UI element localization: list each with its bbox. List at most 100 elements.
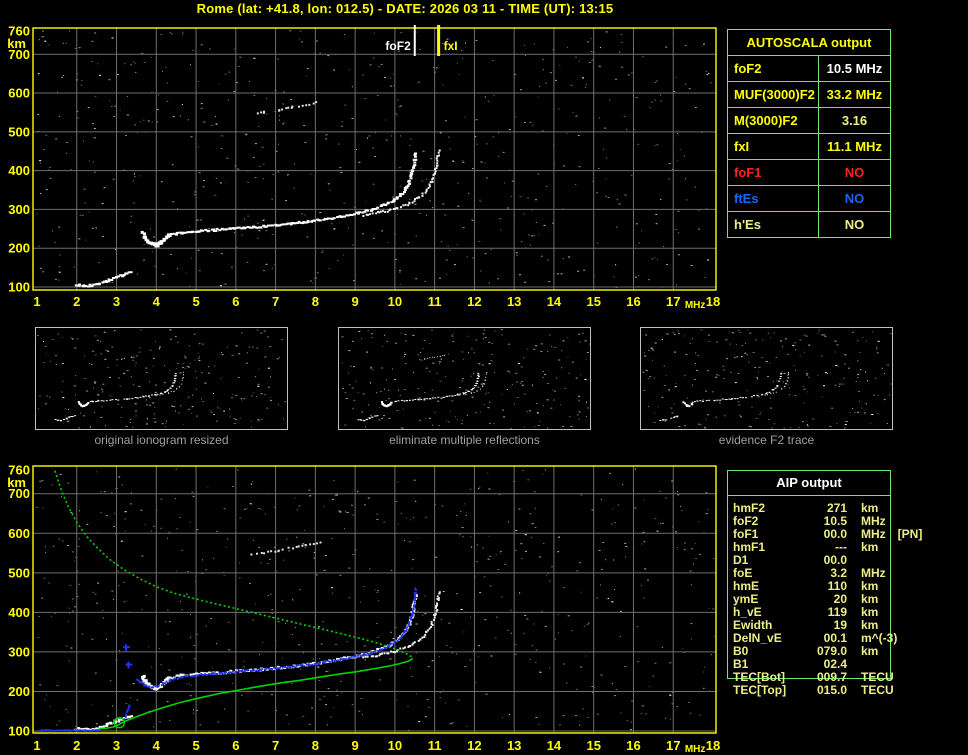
- table-row: foF1 NO: [728, 160, 890, 186]
- row-value: 10.5 MHz: [826, 61, 883, 76]
- svg-text:10: 10: [388, 738, 402, 753]
- aip-lab: foF2: [733, 514, 759, 528]
- aip-lab: h_vE: [733, 605, 762, 619]
- svg-text:500: 500: [8, 565, 30, 580]
- svg-text:100: 100: [8, 723, 30, 738]
- aip-lab: foF1: [733, 527, 759, 541]
- aip-row: foE 3.2 MHz: [727, 567, 891, 580]
- svg-text:11: 11: [428, 738, 442, 753]
- row-label: ftEs: [728, 186, 819, 211]
- aip-unit: TECU: [861, 683, 894, 697]
- aip-row: B1 02.4: [727, 658, 891, 671]
- aip-lab: D1: [733, 553, 749, 567]
- mini-trace: [659, 354, 790, 421]
- svg-text:7: 7: [272, 294, 279, 309]
- restored-trace-blue: [38, 587, 418, 732]
- svg-text:1: 1: [33, 738, 40, 753]
- grid-lines: [33, 28, 716, 290]
- table-row: M(3000)F2 3.16: [728, 108, 890, 134]
- speckle-noise: [36, 468, 715, 731]
- svg-text:3: 3: [113, 738, 120, 753]
- aip-unit: km: [861, 501, 879, 515]
- aip-unit: TECU: [861, 670, 894, 684]
- mini-trace: [357, 354, 488, 422]
- svg-text:8: 8: [312, 738, 319, 753]
- thumb-frame: [338, 327, 591, 430]
- svg-text:15: 15: [586, 294, 600, 309]
- svg-text:16: 16: [626, 294, 640, 309]
- svg-text:13: 13: [507, 294, 521, 309]
- table-row: MUF(3000)F2 33.2 MHz: [728, 82, 890, 108]
- axis-labels: 1 2 3 4 5 6 7 8 9 10 11 12 13 14 15 16 17 18MHz7607006005…: [7, 463, 720, 755]
- svg-text:760: 760: [8, 463, 30, 478]
- aip-unit: m^(-3): [861, 631, 898, 645]
- row-value: NO: [844, 165, 865, 180]
- row-label: foF1: [728, 160, 819, 185]
- speckle-noise: [341, 329, 590, 429]
- svg-text:100: 100: [8, 280, 30, 295]
- row-value: 33.2 MHz: [826, 87, 883, 102]
- svg-text:5: 5: [192, 738, 199, 753]
- svg-text:300: 300: [8, 202, 30, 217]
- svg-text:9: 9: [352, 294, 359, 309]
- aip-val: 00.1: [823, 631, 847, 645]
- svg-text:6: 6: [232, 738, 239, 753]
- row-value: 3.16: [841, 113, 868, 128]
- row-label: M(3000)F2: [728, 108, 819, 133]
- aip-row: TEC[Top] 015.0 TECU: [727, 683, 894, 697]
- aip-unit: MHz: [861, 514, 886, 528]
- aip-val: 079.0: [816, 644, 847, 658]
- aip-unit: MHz: [861, 527, 886, 541]
- thumbnail-caption: evidence F2 trace: [718, 433, 815, 447]
- axis-labels: 1 2 3 4 5 6 7 8 9 10 11 12 13 14 15 16 17 18MHz7607006005…: [7, 24, 720, 312]
- foF2-marker-label: foF2: [385, 39, 411, 53]
- thumbnail-caption: eliminate multiple reflections: [389, 433, 540, 447]
- svg-text:10: 10: [388, 294, 402, 309]
- speckle-noise: [36, 30, 713, 288]
- svg-text:13: 13: [507, 738, 521, 753]
- y-axis-unit-label: km: [7, 36, 26, 51]
- svg-text:400: 400: [8, 163, 30, 178]
- electron-density-profile: [54, 470, 414, 730]
- svg-text:400: 400: [8, 605, 30, 620]
- aip-val: ---: [835, 540, 847, 554]
- aip-unit: km: [861, 592, 879, 606]
- speckle-noise: [642, 329, 893, 429]
- row-value: 11.1 MHz: [827, 139, 882, 154]
- x-axis-unit-label: MHz: [685, 300, 706, 311]
- x-axis-unit-label: MHz: [685, 744, 706, 755]
- aip-unit: km: [861, 540, 879, 554]
- svg-text:16: 16: [626, 738, 640, 753]
- svg-text:7: 7: [272, 738, 279, 753]
- aip-lab: B1: [733, 657, 749, 671]
- svg-text:2: 2: [73, 294, 80, 309]
- aip-val: 110: [827, 579, 847, 593]
- row-label: fxI: [728, 134, 819, 159]
- row-value: NO: [844, 217, 865, 232]
- svg-text:4: 4: [153, 294, 161, 309]
- row-label: MUF(3000)F2: [728, 82, 819, 107]
- svg-text:4: 4: [153, 738, 161, 753]
- svg-text:6: 6: [232, 294, 239, 309]
- thumbnail-original-ionogram: [35, 327, 288, 430]
- table-row: fxI 11.1 MHz: [728, 134, 890, 160]
- svg-text:18: 18: [706, 738, 720, 753]
- aip-lab: hmE: [733, 579, 760, 593]
- thumbnail-eliminate-reflections: [338, 327, 591, 430]
- aip-val: 02.4: [823, 657, 847, 671]
- svg-text:5: 5: [192, 294, 199, 309]
- aip-val: 19: [833, 618, 847, 632]
- svg-text:500: 500: [8, 124, 30, 139]
- aip-val: 3.2: [830, 566, 847, 580]
- aip-row: D1 00.0: [727, 554, 891, 567]
- plot-frame: [32, 27, 717, 291]
- svg-text:12: 12: [467, 294, 481, 309]
- svg-text:600: 600: [8, 526, 30, 541]
- y-axis-unit-label: km: [7, 475, 26, 490]
- aip-lab: ymE: [733, 592, 759, 606]
- aip-row: DelN_vE 00.1 m^(-3): [727, 631, 897, 645]
- svg-text:18: 18: [706, 294, 720, 309]
- aip-lab: foE: [733, 566, 753, 580]
